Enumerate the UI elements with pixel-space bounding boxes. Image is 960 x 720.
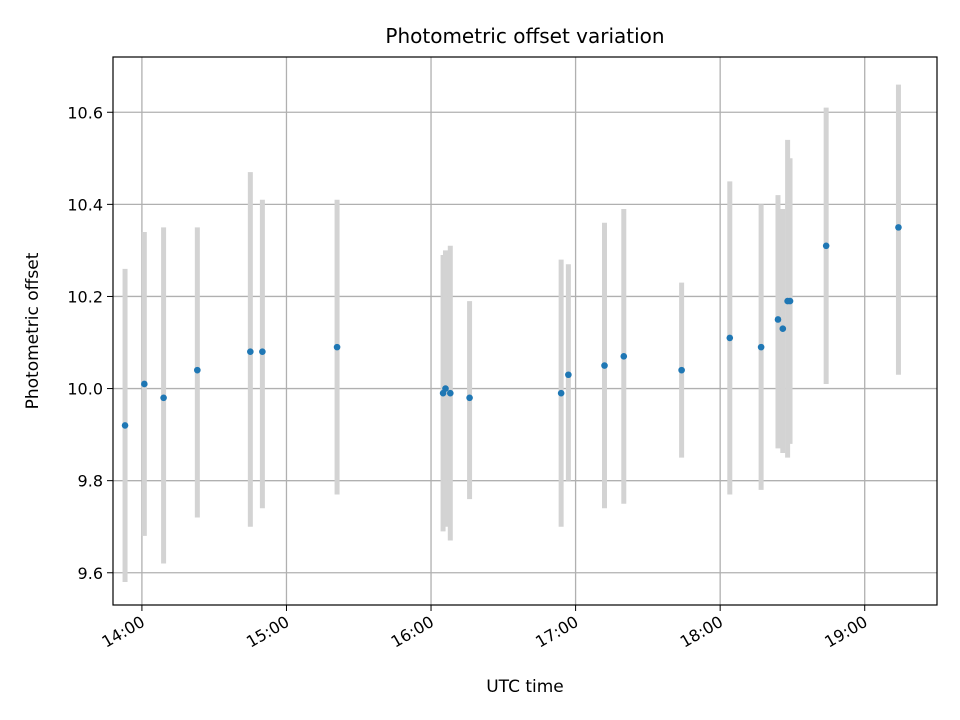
data-point (141, 380, 148, 388)
data-point (822, 242, 830, 250)
data-point (557, 389, 565, 397)
x-axis-label: UTC time (486, 677, 564, 697)
data-point (333, 343, 341, 351)
y-tick-label: 10.0 (67, 380, 103, 399)
data-point (895, 224, 902, 231)
data-point (194, 366, 201, 374)
data-point (779, 325, 787, 332)
data-point (786, 297, 794, 305)
y-tick-label: 10.2 (67, 287, 103, 306)
y-tick-label: 9.6 (78, 564, 103, 583)
y-axis-label: Photometric offset (23, 252, 43, 409)
data-point (565, 371, 572, 379)
plot-area (113, 57, 937, 605)
data-point (121, 422, 129, 429)
data-point (774, 316, 782, 323)
data-point (726, 334, 734, 342)
data-point (757, 343, 765, 351)
data-point (259, 348, 266, 356)
y-tick-label: 10.6 (67, 103, 103, 122)
y-tick-label: 10.4 (67, 195, 103, 214)
chart-title: Photometric offset variation (385, 24, 664, 48)
data-point (160, 394, 167, 402)
data-point (601, 362, 608, 369)
data-point (442, 385, 449, 392)
data-point (447, 389, 454, 397)
y-tick-label: 9.8 (78, 472, 103, 491)
data-point (678, 366, 685, 374)
plot-frame (112, 56, 938, 606)
data-point (247, 348, 254, 356)
data-point (620, 353, 628, 360)
data-points (121, 224, 902, 429)
data-point (466, 394, 473, 402)
